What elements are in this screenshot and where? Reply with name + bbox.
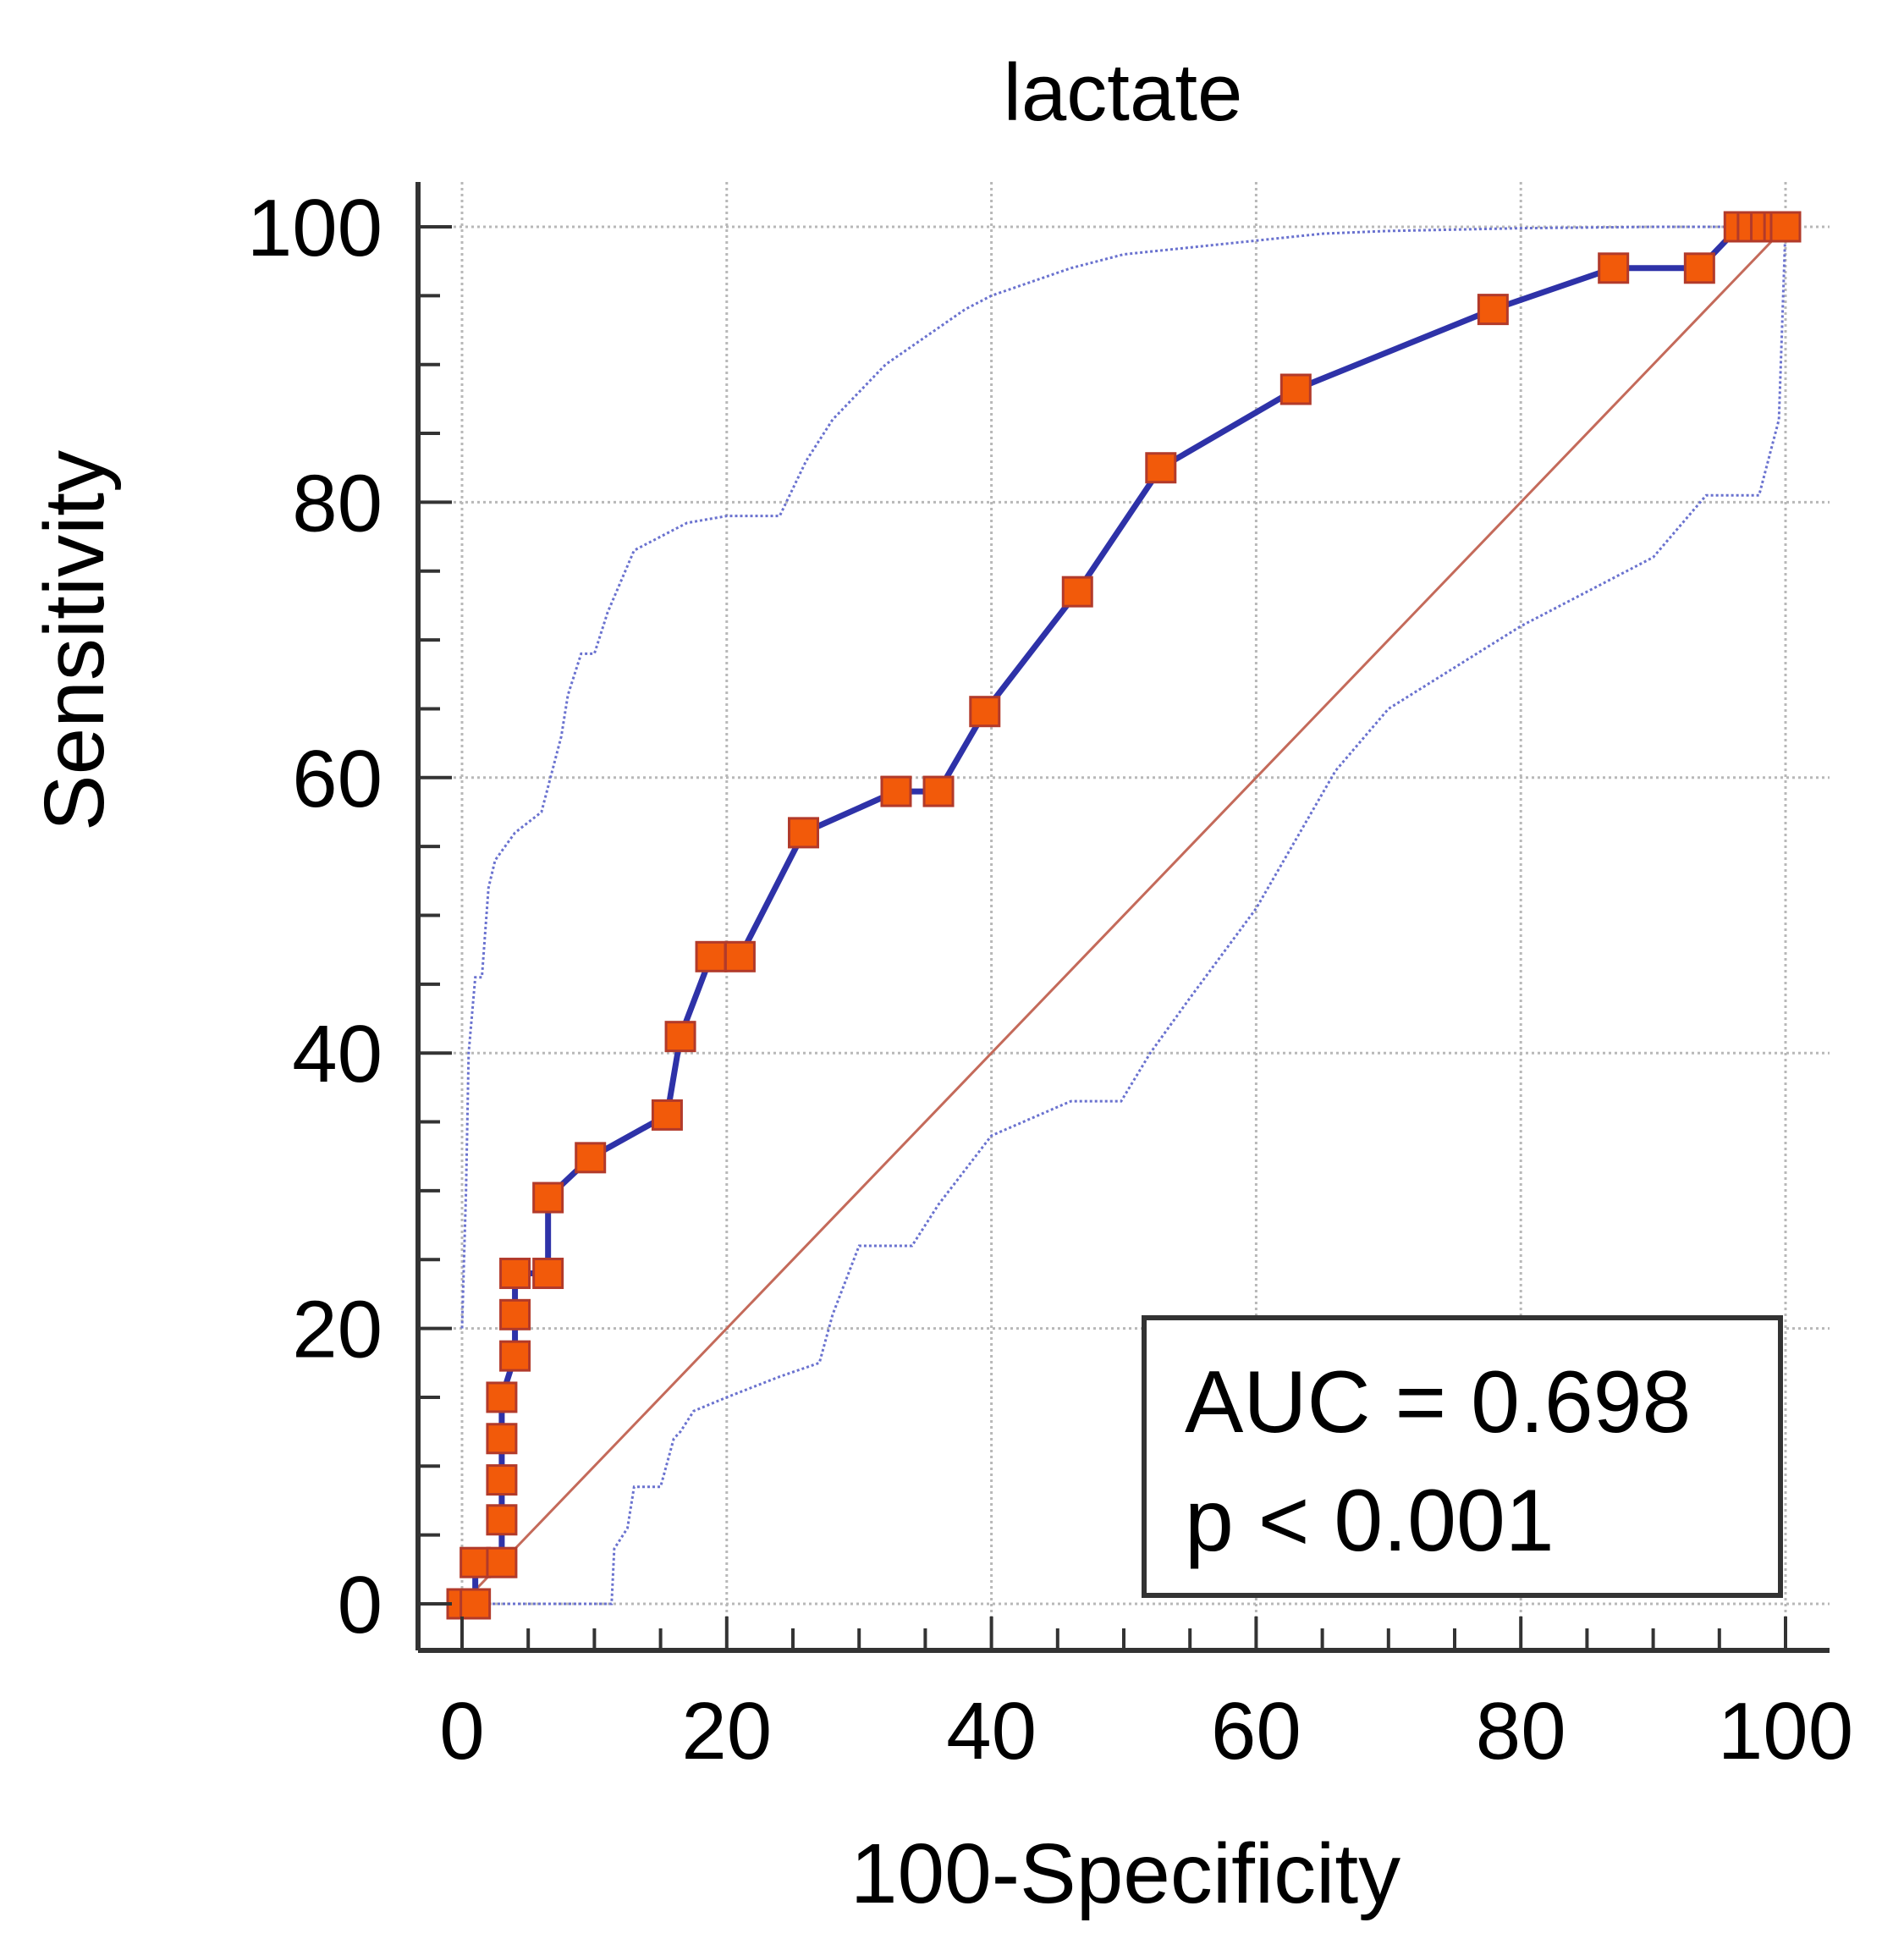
- roc-point-24: [1279, 373, 1312, 405]
- roc-point-9: [499, 1298, 531, 1330]
- roc-point-10: [499, 1258, 531, 1290]
- roc-point-19: [880, 775, 912, 807]
- roc-point-5: [486, 1464, 518, 1496]
- x-tick-labels: 0 20 40 60 80 100: [439, 1686, 1853, 1776]
- roc-point-14: [651, 1099, 683, 1131]
- roc-point-23: [1145, 452, 1177, 484]
- roc-point-7: [486, 1381, 518, 1413]
- roc-point-22: [1061, 576, 1093, 608]
- roc-point-3: [486, 1546, 518, 1578]
- x-tick-label-80: 80: [1476, 1686, 1566, 1776]
- roc-point-6: [486, 1423, 518, 1455]
- roc-point-12: [532, 1182, 564, 1214]
- roc-point-15: [664, 1021, 696, 1053]
- x-tick-label-60: 60: [1211, 1686, 1301, 1776]
- roc-point-32: [1769, 211, 1802, 243]
- reference-diagonal: [460, 225, 1787, 1606]
- roc-point-18: [788, 817, 820, 849]
- upper-ci-line: [460, 225, 1786, 1329]
- x-axis-title: 100-Specificity: [850, 1826, 1400, 1921]
- roc-point-27: [1683, 252, 1715, 284]
- roc-point-2: [459, 1546, 492, 1578]
- roc-point-25: [1477, 294, 1509, 326]
- confidence-interval-lines: [460, 225, 1787, 1606]
- x-tick-label-40: 40: [946, 1686, 1037, 1776]
- lower-ci-line: [462, 226, 1787, 1606]
- x-tick-label-20: 20: [681, 1686, 772, 1776]
- x-tick-label-0: 0: [439, 1686, 484, 1776]
- roc-point-11: [532, 1258, 564, 1290]
- y-axis-title: Sensitivity: [27, 450, 122, 831]
- diagonal-reference-line: [460, 225, 1787, 1606]
- roc-point-21: [969, 696, 1001, 728]
- auc-text: AUC = 0.698: [1185, 1353, 1691, 1451]
- grid: [418, 182, 1830, 1650]
- legend-frame: [1142, 1315, 1783, 1598]
- y-tick-label-40: 40: [292, 1009, 382, 1099]
- chart-title: lactate: [1004, 47, 1243, 138]
- y-tick-labels: 0 20 40 60 80 100: [247, 183, 382, 1650]
- roc-point-26: [1598, 252, 1630, 284]
- roc-point-20: [922, 775, 955, 807]
- roc-point-13: [575, 1142, 607, 1174]
- y-tick-label-20: 20: [292, 1285, 382, 1375]
- roc-markers: [446, 211, 1802, 1620]
- auc-legend-box: AUC = 0.698 p < 0.001: [1142, 1315, 1783, 1598]
- axes: [415, 182, 1830, 1653]
- roc-point-8: [499, 1340, 531, 1372]
- roc-point-1: [459, 1588, 492, 1620]
- p-value-text: p < 0.001: [1185, 1472, 1555, 1570]
- x-tick-label-100: 100: [1718, 1686, 1853, 1776]
- roc-point-16: [695, 940, 727, 972]
- y-tick-label-100: 100: [247, 183, 382, 273]
- roc-point-4: [486, 1504, 518, 1536]
- y-tick-label-80: 80: [292, 458, 382, 548]
- y-tick-label-60: 60: [292, 734, 382, 824]
- roc-point-17: [724, 940, 756, 972]
- y-tick-label-0: 0: [338, 1560, 382, 1650]
